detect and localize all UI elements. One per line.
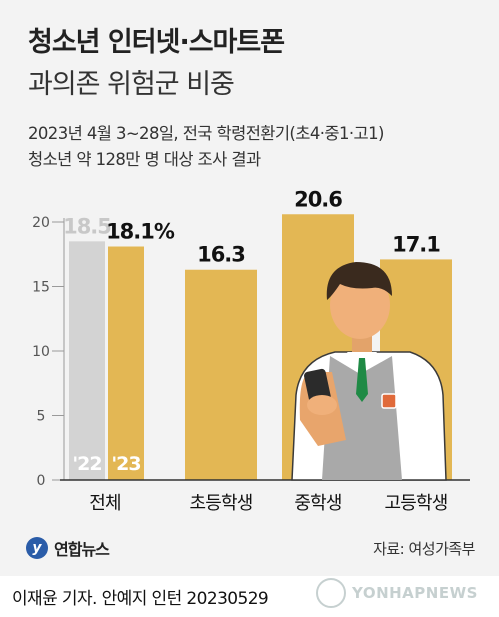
yonhap-logo-icon: y [26,537,48,559]
category-label: 초등학생 [189,493,252,514]
hair [326,262,392,300]
category-label: 중학생 [294,493,341,514]
credit-footer: 이재윤 기자. 안예지 인턴 20230529 [12,589,269,609]
subtitle-line1: 2023년 4월 3~28일, 전국 학령전환기(초4·중1·고1) [28,124,384,143]
title-line1: 청소년 인터넷·스마트폰 [28,27,285,58]
bar-0 [69,241,105,480]
data-label: 18.1% [106,220,175,244]
y-tick-label: 0 [37,473,46,489]
bar-chart: 0 5 10 15 20 18.5 '22 18.1% '23 16.3 20.6 17.1 전체 초등학… [32,187,470,514]
watermark: YONHAPNEWS [316,578,478,608]
bar-2 [185,269,257,480]
series-label: '23 [111,453,140,475]
data-label: 17.1 [392,232,440,256]
y-tick-label: 5 [37,409,46,425]
badge [381,393,397,409]
infographic-card: 청소년 인터넷·스마트폰 과의존 위험군 비중 2023년 4월 3~28일, … [0,0,499,576]
student-illustration [291,262,447,481]
category-label: 전체 [89,493,121,514]
data-label: 16.3 [197,243,245,267]
category-label: 고등학생 [384,493,447,514]
y-tick-label: 10 [32,344,50,360]
title-line2: 과의존 위험군 비중 [28,69,235,100]
y-tick-label: 15 [32,280,50,296]
yonhap-logo: y 연합뉴스 [26,536,110,560]
tie [356,358,368,402]
subtitle-line2: 청소년 약 128만 명 대상 조사 결과 [28,150,261,169]
vest [322,356,402,480]
hand [307,395,337,415]
source-note: 자료: 여성가족부 [373,540,475,558]
bar-1 [108,246,144,480]
face [330,271,390,339]
watermark-logo-icon [316,578,346,608]
y-tick-label: 20 [32,215,50,231]
logo-text: 연합뉴스 [54,540,110,559]
series-label: '22 [72,453,101,475]
data-label: 18.5 [63,214,111,238]
data-label: 20.6 [294,187,342,211]
watermark-text: YONHAPNEWS [352,584,478,602]
